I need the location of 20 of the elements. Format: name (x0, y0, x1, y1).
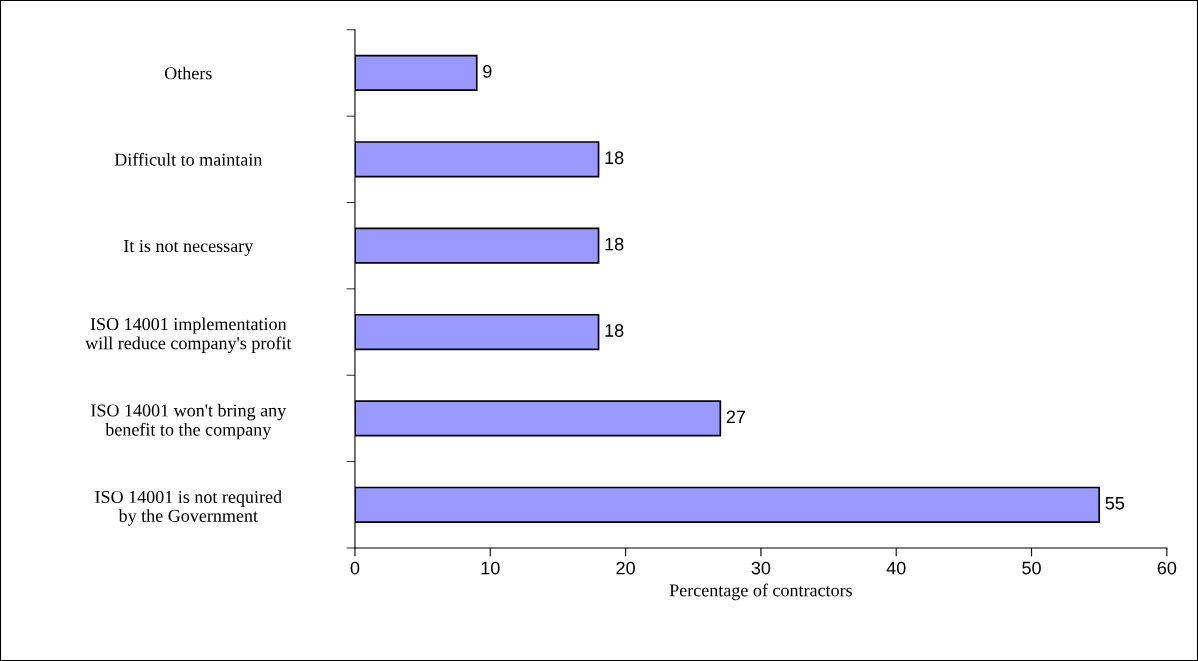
data-label: 18 (605, 237, 624, 251)
x-tick-label: 10 (481, 561, 500, 575)
x-axis-title: Percentage of contractors (669, 583, 852, 601)
x-tick-label: 30 (751, 561, 771, 575)
y-tick-label: ISO 14001 implementation will reduce company's profit (85, 317, 292, 354)
y-tick-label: ISO 14001 is not required by the Government (95, 490, 282, 526)
x-tick-label: 40 (886, 561, 906, 575)
y-tick-label: Others (164, 66, 212, 80)
y-tick-label: Difficult to maintain (114, 152, 263, 166)
x-tick-label: 50 (1022, 561, 1041, 575)
data-label: 9 (483, 64, 492, 78)
x-tick-label: 0 (350, 561, 360, 575)
x-tick-label: 60 (1157, 561, 1177, 575)
data-label: 18 (605, 324, 624, 337)
y-tick-label: It is not necessary (124, 239, 254, 256)
data-label: 18 (605, 151, 624, 165)
x-tick-label: 20 (616, 561, 635, 575)
y-tick-label: ISO 14001 won't bring any benefit to the company (91, 403, 287, 440)
data-label: 27 (726, 410, 746, 424)
data-label: 55 (1105, 497, 1125, 510)
